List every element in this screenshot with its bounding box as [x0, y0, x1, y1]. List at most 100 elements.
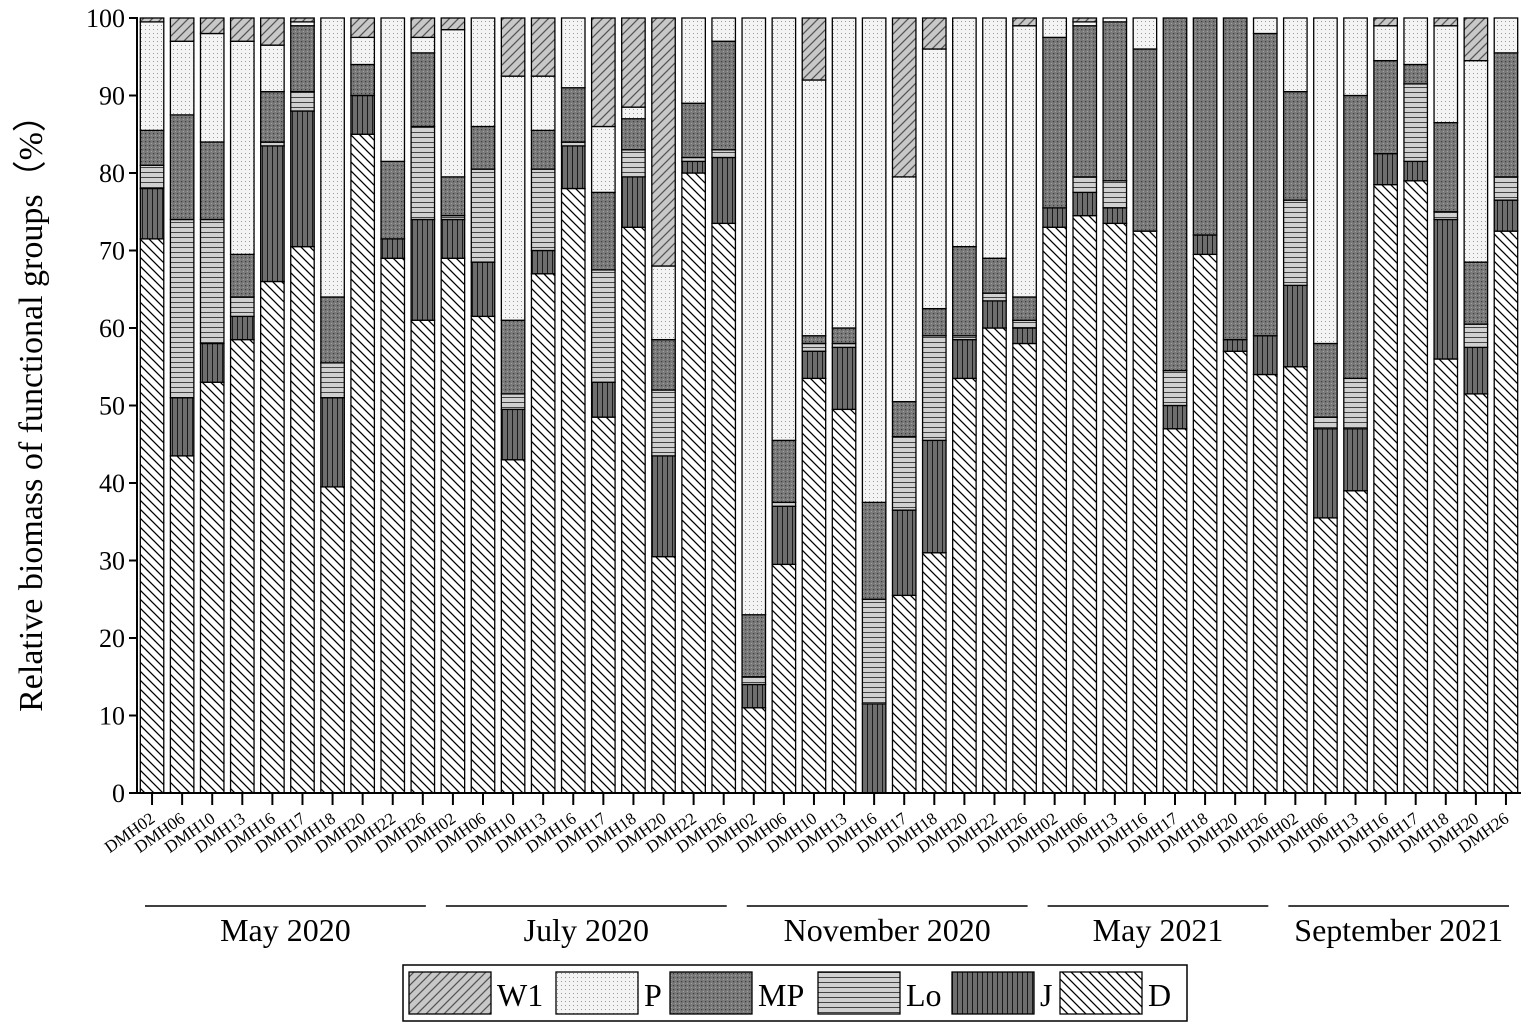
bar-segment-j — [1463, 346, 1489, 395]
bar-stack — [410, 17, 436, 794]
group-labels: May 2020 July 2020 November 2020 May 2021 Se… — [145, 905, 1509, 948]
bar-segment-j — [831, 346, 857, 411]
bar-stack — [1072, 17, 1098, 794]
bar-stack — [169, 17, 195, 794]
bar-segment-p — [771, 17, 797, 442]
bar-segment-mp — [1102, 21, 1128, 182]
y-tick-label: 80 — [99, 159, 125, 188]
bar-segment-j — [169, 397, 195, 457]
bar-segment-p — [952, 17, 977, 248]
bar-segment-d — [1433, 358, 1459, 794]
bar-segment-j — [1072, 191, 1098, 217]
bar-segment-lo — [711, 149, 737, 159]
bar-segment-lo — [590, 269, 616, 383]
bar-segment-j — [320, 397, 345, 488]
y-tick-label: 40 — [99, 469, 125, 498]
bar-segment-j — [199, 342, 225, 383]
bar-segment-lo — [891, 435, 917, 511]
bar-segment-w1 — [1433, 17, 1459, 27]
bar-segment-w1 — [1373, 17, 1398, 27]
bar-segment-lo — [741, 676, 767, 686]
bar-segment-p — [651, 265, 676, 341]
bar-segment-p — [410, 36, 436, 54]
bar-segment-d — [1222, 350, 1248, 794]
bar-segment-mp — [921, 307, 947, 337]
bar-stack — [530, 17, 556, 794]
bar-segment-d — [921, 552, 947, 794]
bar-segment-lo — [500, 393, 526, 411]
bar-segment-lo — [410, 125, 436, 221]
bar-segment-lo — [1433, 211, 1459, 221]
group-label: May 2021 — [1093, 912, 1224, 948]
bar-segment-p — [681, 17, 706, 104]
bar-segment-lo — [1102, 180, 1128, 209]
bar-segment-p — [861, 17, 887, 504]
bar-segment-mp — [1132, 48, 1158, 232]
bar-segment-mp — [139, 129, 165, 166]
bar-segment-p — [1042, 17, 1068, 39]
bar-stack — [1433, 17, 1459, 794]
bar-segment-mp — [1222, 17, 1248, 341]
bar-stack — [229, 17, 255, 794]
bar-segment-j — [1042, 207, 1068, 228]
bar-segment-p — [921, 48, 947, 310]
bar-segment-mp — [1282, 90, 1308, 201]
bar-stack — [500, 17, 526, 794]
bar-segment-j — [1192, 234, 1218, 256]
bar-segment-w1 — [1463, 17, 1489, 62]
bar-segment-d — [1042, 226, 1068, 794]
bar-stack — [260, 17, 285, 794]
bar-segment-mp — [1042, 36, 1068, 209]
legend: W1 P MP Lo J D — [402, 964, 1188, 1022]
bar-segment-lo — [470, 168, 496, 263]
y-tick-label: 20 — [99, 624, 125, 653]
y-tick-label: 0 — [112, 779, 125, 808]
legend-label: J — [1040, 977, 1052, 1013]
bar-segment-j — [681, 160, 706, 174]
bar-stack — [681, 17, 706, 794]
bar-segment-w1 — [801, 17, 827, 81]
bar-segment-p — [1102, 17, 1128, 23]
bar-stack — [651, 17, 676, 794]
bar-segment-mp — [530, 129, 556, 170]
bar-segment-j — [380, 238, 406, 259]
bar-segment-j — [440, 218, 466, 259]
bar-segment-w1 — [621, 17, 646, 108]
bar-segment-lo — [651, 389, 676, 457]
bar-stack — [320, 17, 345, 794]
bar-segment-d — [410, 319, 436, 794]
bar-segment-d — [199, 381, 225, 794]
bar-segment-mp — [1343, 94, 1368, 380]
bar-segment-p — [621, 106, 646, 120]
bar-segment-mp — [1403, 63, 1429, 85]
bar-segment-p — [380, 17, 406, 163]
bar-segment-j — [1162, 404, 1188, 430]
bar-segment-p — [350, 36, 376, 66]
bar-segment-w1 — [169, 17, 195, 42]
bar-segment-p — [1282, 17, 1308, 93]
bar-segment-mp — [470, 125, 496, 170]
bar-segment-mp — [199, 141, 225, 221]
bar-stack — [982, 17, 1007, 794]
bar-segment-d — [500, 459, 526, 794]
bar-segment-p — [831, 17, 857, 329]
bar-segment-lo — [1313, 416, 1338, 430]
bar-stack — [621, 17, 646, 794]
bar-segment-p — [801, 79, 827, 337]
bar-segment-p — [1493, 17, 1519, 54]
bar-segment-mp — [1463, 261, 1489, 325]
bar-stack — [1282, 17, 1308, 794]
bar-stack — [1192, 17, 1218, 794]
bar-segment-p — [1373, 25, 1398, 62]
bar-segment-mp — [229, 253, 255, 298]
bar-segment-mp — [1192, 17, 1218, 236]
bar-segment-d — [470, 315, 496, 794]
bar-segment-d — [1403, 180, 1429, 794]
bar-segment-j — [801, 350, 827, 380]
bar-segment-mp — [861, 501, 887, 600]
bar-stack — [1102, 17, 1128, 794]
bars-layer — [139, 17, 1519, 794]
bar-segment-mp — [380, 160, 406, 240]
bar-stack — [470, 17, 496, 794]
legend-swatch-d — [1059, 971, 1143, 1015]
